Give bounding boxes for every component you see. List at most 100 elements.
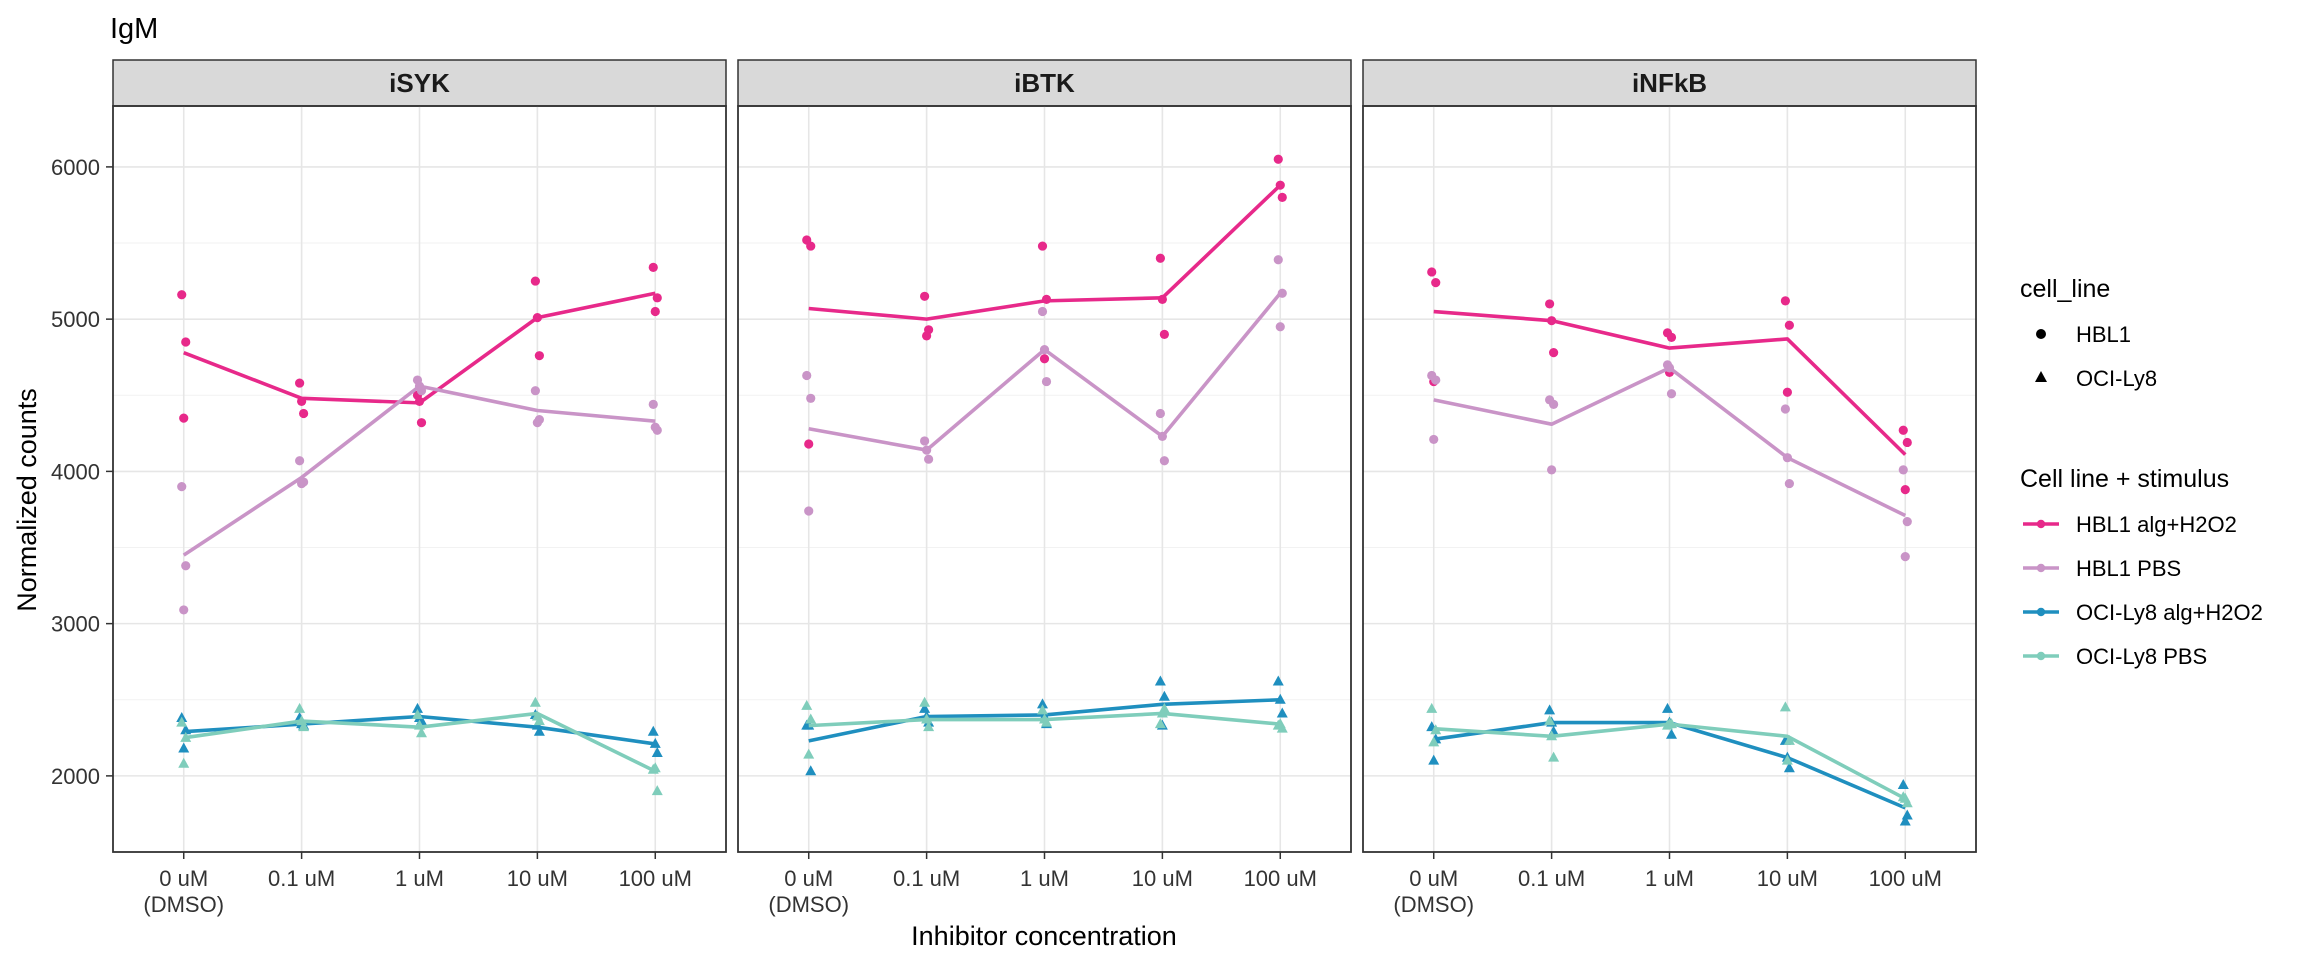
data-point (1782, 453, 1792, 463)
legend-key-point (2036, 607, 2046, 617)
facet-strip (1362, 59, 1977, 107)
x-tick-label: 100 uM (1869, 866, 1942, 891)
x-tick-label: 100 uM (619, 866, 692, 891)
x-tick-label-line: 1 uM (395, 866, 444, 891)
data-point (1431, 278, 1441, 288)
data-point (1666, 389, 1677, 399)
data-point (414, 381, 425, 391)
data-point (1277, 288, 1287, 298)
data-point (649, 737, 661, 748)
data-point (1666, 332, 1677, 343)
data-point (1041, 294, 1052, 304)
facet-strip-label: iBTK (1014, 68, 1075, 98)
data-point (1277, 192, 1287, 202)
legend-label: HBL1 (2076, 322, 2131, 347)
x-tick-label: 100 uM (1244, 866, 1317, 891)
x-tick-label-line: 100 uM (619, 866, 692, 891)
x-tick-label: 0.1 uM (893, 866, 960, 891)
data-point (1427, 267, 1437, 277)
data-point (1549, 399, 1559, 409)
data-point (1428, 754, 1440, 765)
x-axis-title: Inhibitor concentration (911, 921, 1177, 951)
data-point (1664, 363, 1675, 373)
y-tick-label: 6000 (51, 155, 100, 180)
data-point (1662, 702, 1673, 713)
data-point (1428, 736, 1440, 747)
legend-cell-line-stimulus: Cell line + stimulus HBL1 alg+H2O2 HBL1 PB… (2020, 465, 2263, 669)
facet-panel-infkb: iNFkB 0 uM (DMSO) 0.1 uM 1 uM 10 uM 100 uM (1362, 59, 1977, 917)
legend-key-point (2036, 651, 2046, 661)
x-tick-label-line: 1 uM (1645, 866, 1694, 891)
facet-strip-label: iNFkB (1632, 68, 1707, 98)
x-tick-label-line: 100 uM (1869, 866, 1942, 891)
x-tick-label: 0.1 uM (268, 866, 335, 891)
legend-key-point (2036, 563, 2046, 573)
data-point (1781, 754, 1793, 765)
x-tick-label-line: (DMSO) (1393, 892, 1474, 917)
data-point (1159, 329, 1169, 339)
data-point (178, 742, 190, 753)
x-tick-label: 10 uM (1757, 866, 1818, 891)
data-point (1037, 241, 1048, 251)
data-point (1037, 704, 1048, 715)
data-point (412, 702, 423, 713)
facet-strip (112, 59, 727, 107)
data-point (1666, 728, 1677, 739)
data-point (298, 721, 310, 732)
data-point (1899, 792, 1911, 803)
data-point (1784, 320, 1794, 330)
data-point (802, 370, 812, 381)
y-tick-label: 3000 (51, 612, 100, 637)
legend-item: OCI-Ly8 alg+H2O2 (2023, 600, 2263, 625)
data-point (648, 262, 658, 272)
data-point (1041, 376, 1052, 387)
legend-label: OCI-Ly8 (2076, 366, 2157, 391)
legend-item: HBL1 alg+H2O2 (2023, 512, 2237, 537)
data-point (1429, 434, 1439, 445)
x-tick-label: 10 uM (1132, 866, 1193, 891)
data-point (179, 413, 189, 423)
data-point (1547, 465, 1557, 475)
data-point (1039, 344, 1050, 355)
data-point (416, 418, 427, 428)
facet-strip-label: iSYK (389, 68, 450, 98)
legend-label: HBL1 alg+H2O2 (2076, 512, 2237, 537)
data-point (923, 721, 935, 732)
data-point (1039, 713, 1050, 724)
data-point (1780, 296, 1790, 306)
data-point (529, 696, 541, 707)
data-point (1430, 724, 1442, 735)
x-tick-label: 1 uM (1020, 866, 1069, 891)
data-point (1154, 718, 1166, 729)
data-point (1159, 456, 1169, 466)
data-point (297, 396, 307, 406)
data-point (920, 436, 930, 446)
data-point (804, 439, 814, 449)
data-point (1275, 180, 1285, 190)
x-tick-label: 0 uM (DMSO) (768, 866, 849, 917)
data-point (1780, 404, 1790, 414)
data-point (534, 351, 544, 361)
data-point (180, 724, 192, 735)
data-point (1783, 734, 1795, 745)
data-point (1273, 154, 1283, 164)
data-point (177, 290, 187, 300)
data-point (1547, 316, 1557, 326)
data-point (650, 306, 660, 317)
data-point (803, 748, 815, 759)
data-point (1157, 294, 1167, 304)
data-point (1782, 387, 1792, 397)
chart-title: IgM (110, 13, 158, 45)
y-tick-label: 4000 (51, 459, 100, 484)
data-point (1156, 707, 1168, 718)
x-tick-label: 1 uM (395, 866, 444, 891)
legend-item: OCI-Ly8 PBS (2023, 644, 2207, 669)
data-point (1546, 730, 1558, 741)
data-point (1039, 354, 1050, 364)
data-point (805, 713, 817, 724)
x-tick-label: 1 uM (1645, 866, 1694, 891)
data-point (416, 727, 427, 738)
data-point (1154, 675, 1166, 686)
facet-panel-isyk: iSYK 0 uM (DMSO) 0.1 uM 1 uM 10 uM 100 uM 2000 3… (51, 59, 727, 917)
data-point (1664, 718, 1675, 729)
